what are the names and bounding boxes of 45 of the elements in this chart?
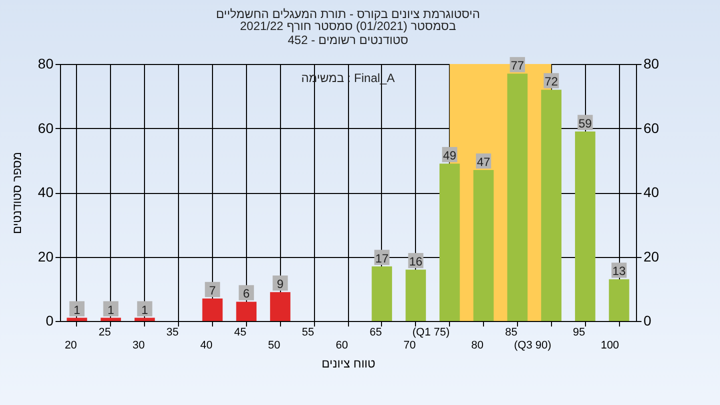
- x-tick-label: 20: [64, 340, 77, 352]
- data-label: 13: [612, 264, 626, 278]
- x-tick-label: 45: [234, 326, 246, 338]
- y-axis-title: מספר סטודנטים: [10, 152, 24, 234]
- x-tick-label: 65: [370, 326, 382, 338]
- x-tick-label: (Q3 90): [514, 340, 552, 352]
- x-axis-title: טווח ציונים: [322, 356, 376, 370]
- x-tick-label: 50: [268, 340, 280, 352]
- data-label: 49: [442, 148, 457, 163]
- y-tick-label: 40: [38, 184, 54, 200]
- y-tick-label: 0: [46, 312, 54, 328]
- x-tick-label: 85: [505, 326, 518, 338]
- y2-tick-label: 40: [644, 184, 660, 200]
- x-tick-label: 80: [471, 340, 484, 352]
- data-label: 47: [476, 155, 491, 170]
- data-label: 1: [74, 302, 81, 317]
- x-tick-label: 100: [600, 340, 620, 352]
- x-tick-label: 70: [404, 340, 416, 352]
- data-label: 7: [209, 284, 216, 298]
- data-label: 6: [243, 286, 250, 301]
- data-label: 59: [578, 116, 592, 130]
- x-tick-label: (Q1 75): [412, 326, 450, 338]
- x-tick-label: 55: [302, 326, 314, 338]
- x-tick-label: 40: [200, 340, 212, 352]
- data-label: 16: [409, 254, 423, 269]
- data-label: 17: [375, 251, 389, 266]
- y-tick-label: 80: [38, 56, 54, 72]
- x-tick-label: 95: [572, 326, 586, 338]
- x-tick-label: 25: [98, 326, 111, 338]
- y2-tick-label: 80: [644, 56, 660, 72]
- data-label: 9: [276, 277, 284, 292]
- y-tick-label: 20: [38, 248, 54, 264]
- chart-title: היסטוגרמת ציונים בקורס - תורת המעגלים החשמליים: [216, 7, 480, 21]
- data-label: 77: [510, 58, 524, 73]
- y2-tick-label: 20: [644, 248, 660, 264]
- y2-tick-label: 0: [644, 312, 652, 328]
- data-label: 1: [141, 302, 148, 317]
- x-tick-label: 30: [132, 340, 145, 352]
- y-tick-label: 60: [38, 120, 54, 136]
- x-tick-label: 35: [166, 326, 179, 338]
- data-label: 1: [107, 302, 114, 317]
- chart-subtitle: בסמסטר (01/2021) סמסטר חורף 2021/22 סטודנטים רשומים - 452: [240, 19, 456, 47]
- x-tick-label: 60: [336, 340, 348, 352]
- data-label: 72: [544, 74, 558, 89]
- y2-tick-label: 60: [644, 120, 660, 136]
